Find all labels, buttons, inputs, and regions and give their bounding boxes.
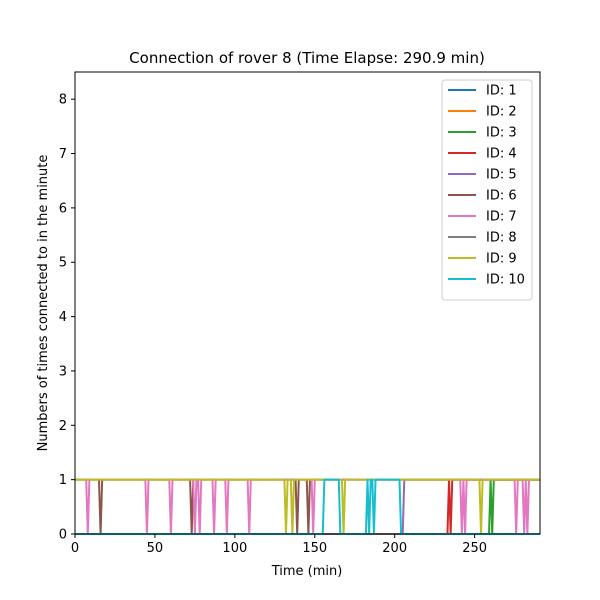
x-tick-label: 100 (222, 541, 247, 556)
y-axis-label: Numbers of times connected to in the min… (36, 155, 51, 452)
plot-lines (75, 478, 540, 535)
legend-entry-label: ID: 8 (486, 231, 517, 246)
legend-entry-label: ID: 3 (486, 126, 517, 141)
legend-entry-label: ID: 6 (486, 189, 517, 204)
y-tick-label: 5 (59, 256, 67, 271)
legend-entry-label: ID: 10 (486, 273, 525, 288)
y-axis-ticks: 0 1 2 3 4 5 6 7 8 (59, 93, 75, 543)
legend-entry-label: ID: 7 (486, 210, 517, 225)
x-tick-label: 50 (147, 541, 164, 556)
x-tick-label: 0 (71, 541, 79, 556)
legend-entry-label: ID: 2 (486, 105, 517, 120)
plot-frame (74, 71, 541, 535)
legend-entry-label: ID: 4 (486, 147, 517, 162)
y-tick-label: 0 (59, 528, 67, 543)
legend: ID: 1 ID: 2 ID: 3 ID: 4 ID: 5 ID: 6 ID: 7 ID: 8… (441, 79, 533, 301)
legend-entry-label: ID: 9 (486, 252, 517, 267)
y-tick-label: 4 (59, 310, 67, 325)
y-tick-label: 7 (59, 147, 67, 162)
legend-box (441, 79, 533, 301)
x-axis-ticks: 0 50 100 150 200 250 (71, 534, 487, 556)
x-tick-label: 150 (302, 541, 327, 556)
y-tick-label: 6 (59, 201, 67, 216)
chart-title: Connection of rover 8 (Time Elapse: 290.… (129, 49, 485, 67)
x-axis-label: Time (min) (271, 564, 343, 579)
y-tick-label: 8 (59, 93, 67, 108)
y-tick-label: 2 (59, 419, 67, 434)
x-tick-label: 200 (382, 541, 407, 556)
legend-entry-label: ID: 5 (486, 168, 517, 183)
y-tick-label: 3 (59, 364, 67, 379)
x-tick-label: 250 (462, 541, 487, 556)
legend-entry-label: ID: 1 (486, 84, 517, 99)
series-line-9 (75, 478, 540, 535)
y-tick-label: 1 (59, 473, 67, 488)
